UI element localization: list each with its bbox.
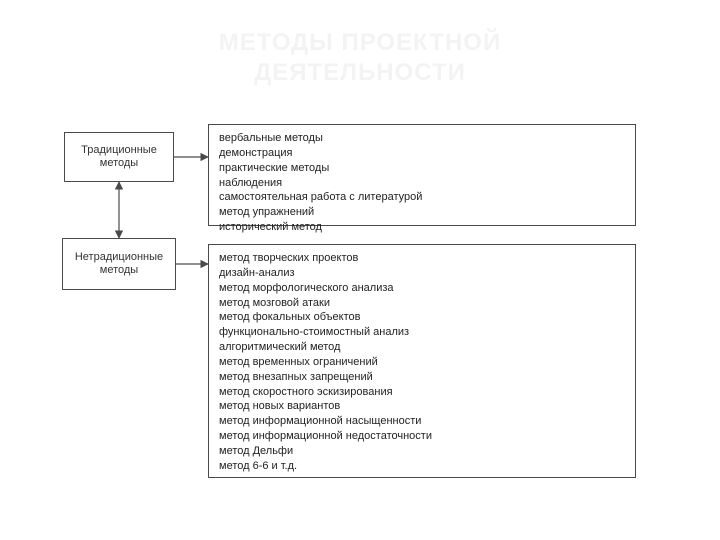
page-title: МЕТОДЫ ПРОЕКТНОЙ ДЕЯТЕЛЬНОСТИ — [0, 28, 720, 88]
list-item: метод упражнений — [219, 205, 625, 220]
list-item: метод внезапных запрещений — [219, 370, 625, 385]
list-item: метод временных ограничений — [219, 355, 625, 370]
list-item: дизайн-анализ — [219, 266, 625, 281]
list-item: алгоритмический метод — [219, 340, 625, 355]
list-item: метод творческих проектов — [219, 251, 625, 266]
list-item: метод новых вариантов — [219, 399, 625, 414]
list-item: исторический метод — [219, 220, 625, 235]
list-item: самостоятельная работа с литературой — [219, 190, 625, 205]
list-item: вербальные методы — [219, 131, 625, 146]
list-item: метод морфологического анализа — [219, 281, 625, 296]
list-item: метод скоростного эскизирования — [219, 385, 625, 400]
list-item: практические методы — [219, 161, 625, 176]
node-nontraditional-list: метод творческих проектовдизайн-анализме… — [208, 244, 636, 478]
list-item: метод информационной недостаточности — [219, 429, 625, 444]
list-item: метод Дельфи — [219, 444, 625, 459]
list-item: метод 6-6 и т.д. — [219, 459, 625, 474]
node-traditional-label: Традиционные методы — [69, 144, 169, 169]
node-traditional-list: вербальные методыдемонстрацияпрактически… — [208, 124, 636, 226]
node-traditional-methods: Традиционные методы — [64, 132, 174, 182]
diagram-canvas: МЕТОДЫ ПРОЕКТНОЙ ДЕЯТЕЛЬНОСТИ Традиционн… — [0, 0, 720, 540]
list-item: функционально-стоимостный анализ — [219, 325, 625, 340]
list-item: метод фокальных объектов — [219, 310, 625, 325]
node-nontraditional-label: Нетрадиционные методы — [67, 251, 171, 276]
list-item: метод мозговой атаки — [219, 296, 625, 311]
node-nontraditional-methods: Нетрадиционные методы — [62, 238, 176, 290]
list-item: демонстрация — [219, 146, 625, 161]
list-item: наблюдения — [219, 176, 625, 191]
list-item: метод информационной насыщенности — [219, 414, 625, 429]
